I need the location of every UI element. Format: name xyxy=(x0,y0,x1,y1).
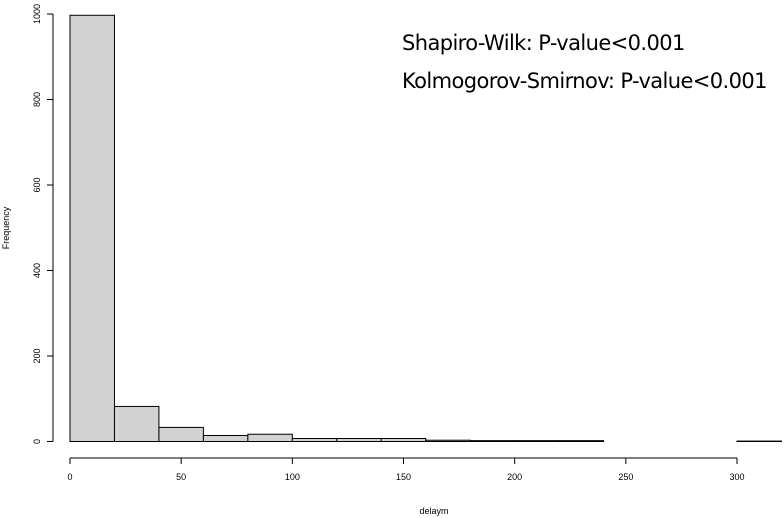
histogram-bar xyxy=(202,435,249,443)
y-tick-label: 400 xyxy=(32,263,42,278)
y-tick-label: 200 xyxy=(32,348,42,363)
histogram-bar xyxy=(158,426,204,442)
histogram-bar xyxy=(425,439,471,442)
x-tick-label: 0 xyxy=(67,472,72,482)
annotation-shapiro: Shapiro-Wilk: P-value<0.001 xyxy=(402,31,685,55)
x-tick-label: 250 xyxy=(618,472,633,482)
y-tick-label: 1000 xyxy=(32,4,42,24)
histogram-bar xyxy=(469,440,516,442)
y-tick-label: 0 xyxy=(32,439,42,444)
histogram-bar xyxy=(380,438,427,443)
y-tick-label: 800 xyxy=(32,92,42,107)
x-tick-label: 50 xyxy=(176,472,186,482)
x-tick-label: 200 xyxy=(507,472,522,482)
x-axis-label: delaym xyxy=(419,506,448,516)
histogram-bar xyxy=(336,438,382,443)
x-tick-label: 300 xyxy=(729,472,744,482)
y-tick-label: 600 xyxy=(32,177,42,192)
histogram-bar xyxy=(558,440,605,442)
histogram-bar xyxy=(113,405,160,443)
histogram-bar xyxy=(247,433,293,443)
annotation-kolmogorov: Kolmogorov-Smirnov: P-value<0.001 xyxy=(402,69,768,93)
x-tick-label: 100 xyxy=(285,472,300,482)
histogram-bar xyxy=(514,440,560,442)
histogram-bar xyxy=(291,438,338,443)
y-axis-label: Frequency xyxy=(1,206,11,249)
histogram-bar xyxy=(69,14,115,442)
x-tick-label: 150 xyxy=(396,472,411,482)
